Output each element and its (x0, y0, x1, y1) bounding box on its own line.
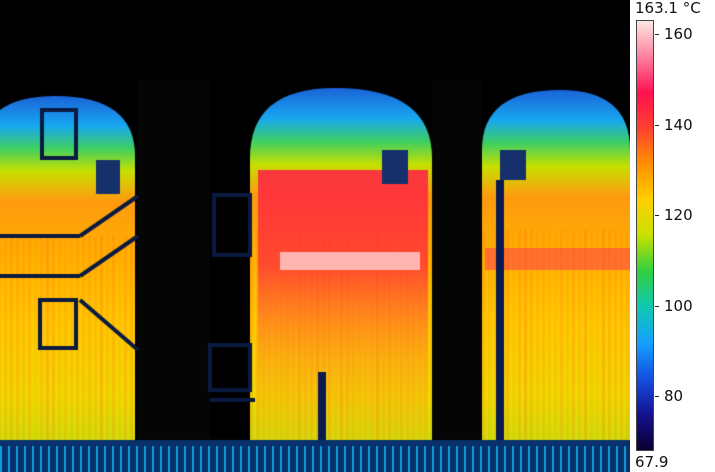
max-temperature-label: 163.1 °C (635, 0, 701, 17)
thermal-image (0, 0, 630, 472)
tick-mark-120 (655, 215, 659, 216)
tick-mark-160 (655, 34, 659, 35)
tick-label-160: 160 (664, 26, 693, 42)
tick-label-80: 80 (664, 388, 683, 404)
min-temperature-label: 67.9 (635, 453, 668, 471)
colorbar-gradient (636, 20, 654, 451)
tick-mark-100 (655, 306, 659, 307)
tick-label-120: 120 (664, 207, 693, 223)
tick-mark-140 (655, 125, 659, 126)
tick-mark-80 (655, 396, 659, 397)
tick-label-100: 100 (664, 298, 693, 314)
tick-label-140: 140 (664, 117, 693, 133)
temperature-scale: 163.1 °C 160 140 120 100 80 67.9 (630, 0, 715, 472)
